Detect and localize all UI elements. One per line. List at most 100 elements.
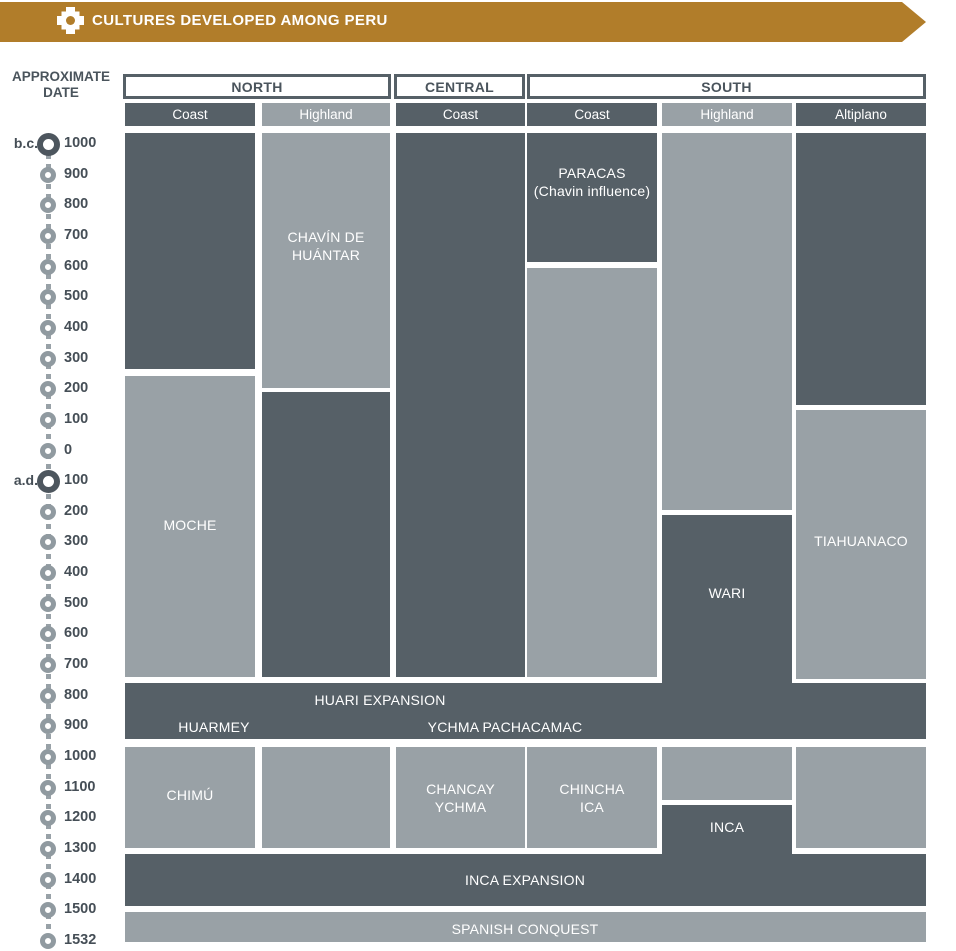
timeline-tick-100 <box>40 411 56 428</box>
date-label: 800 <box>64 196 89 213</box>
culture-label-chincha-ica: CHINCHA ICA <box>559 780 625 815</box>
era-label: b.c. <box>13 135 38 151</box>
timeline-tick-1200 <box>40 810 56 827</box>
date-label: 1100 <box>64 778 96 795</box>
date-label: 1532 <box>64 931 97 948</box>
date-label: 500 <box>64 594 89 611</box>
date-label: 300 <box>64 349 89 366</box>
band-label-huarmey: HUARMEY <box>178 718 250 735</box>
timeline-tick-bc-1000 <box>36 132 60 156</box>
culture-block-unnamed-south-highland <box>662 747 792 800</box>
culture-label-moche: MOCHE <box>163 516 217 533</box>
region-group-header-north: NORTH <box>123 74 391 99</box>
zone-header-central-coast: Coast <box>396 103 525 126</box>
culture-block-unnamed-south-coast <box>527 268 657 677</box>
culture-block-chincha-ica <box>527 747 657 848</box>
culture-label-paracas-chavin-influence: PARACAS (Chavin influence) <box>533 164 651 199</box>
culture-label-chim: CHIMÚ <box>166 786 214 803</box>
date-label: 1000 <box>64 748 97 764</box>
culture-block-wari <box>662 515 792 739</box>
culture-block-unnamed-altiplano <box>796 747 926 848</box>
timeline-tick-300 <box>40 534 56 551</box>
timeline-tick-800 <box>40 687 56 704</box>
timeline-axis-title-line2: DATE <box>43 85 79 101</box>
band-label-ychma-pachacamac: YCHMA PACHACAMAC <box>427 718 583 735</box>
culture-block-chim <box>125 747 255 848</box>
date-label: 900 <box>64 717 89 734</box>
culture-block-inca <box>662 805 792 906</box>
culture-label-chancay-ychma: CHANCAY YCHMA <box>426 780 495 815</box>
culture-label-chav-n-de-hu-ntar: CHAVÍN DE HUÁNTAR <box>287 228 365 263</box>
date-label: 500 <box>64 288 89 305</box>
page-title: CULTURES DEVELOPED AMONG PERU <box>92 11 388 29</box>
date-label: 400 <box>64 318 89 335</box>
timeline-tick-1532 <box>40 932 56 949</box>
timeline-tick-1500 <box>40 902 56 919</box>
title-banner <box>0 2 902 42</box>
culture-block-chav-n-de-hu-ntar <box>262 133 390 388</box>
date-label: 100 <box>64 472 89 489</box>
timeline-tick-600 <box>40 258 56 275</box>
timeline-tick-700 <box>40 227 56 244</box>
date-label: 1400 <box>64 870 97 887</box>
culture-block-unnamed-south-highland <box>662 133 792 510</box>
date-label: 900 <box>64 165 89 182</box>
band-label-spanish-conquest: SPANISH CONQUEST <box>451 920 599 937</box>
timeline-tick-1300 <box>40 840 56 857</box>
timeline-tick-500 <box>40 595 56 612</box>
date-label: 600 <box>64 625 89 642</box>
timeline-tick-400 <box>40 565 56 582</box>
band-label-huari-expansion: HUARI EXPANSION <box>314 691 446 708</box>
culture-block-unnamed-north-coast <box>125 133 255 369</box>
zone-header-north-highland: Highland <box>262 103 390 126</box>
culture-block-unnamed-central-coast <box>396 133 525 677</box>
date-label: 100 <box>64 410 89 427</box>
culture-block-unnamed-north-highland <box>262 392 390 677</box>
timeline-tick-200 <box>40 503 56 520</box>
culture-block-chancay-ychma <box>396 747 525 848</box>
culture-label-wari: WARI <box>708 584 746 601</box>
band-label-inca-expansion: INCA EXPANSION <box>464 871 586 888</box>
region-group-header-central: CENTRAL <box>394 74 525 99</box>
date-label: 1300 <box>64 839 97 856</box>
zone-header-altiplano: Altiplano <box>796 103 926 126</box>
date-label: 200 <box>64 380 89 397</box>
huari-expansion-band <box>125 683 926 739</box>
zone-header-north-coast: Coast <box>125 103 255 126</box>
date-label: 0 <box>64 441 73 458</box>
date-label: 1000 <box>64 135 97 151</box>
timeline-tick-900 <box>40 166 56 183</box>
timeline-tick-300 <box>40 350 56 367</box>
timeline-tick-1100 <box>40 779 56 796</box>
timeline-tick-1400 <box>40 871 56 888</box>
era-label: a.d. <box>13 472 38 489</box>
date-label: 700 <box>64 656 89 673</box>
region-group-header-south: SOUTH <box>527 74 926 99</box>
zone-header-south-coast: Coast <box>527 103 657 126</box>
timeline-tick-0 <box>40 442 56 459</box>
timeline-tick-800 <box>40 197 56 214</box>
culture-label-tiahuanaco: TIAHUANACO <box>814 532 908 549</box>
timeline-tick-ad-100 <box>36 469 60 493</box>
timeline-tick-400 <box>40 319 56 336</box>
culture-block-paracas-chavin-influence <box>527 133 657 262</box>
timeline-tick-700 <box>40 657 56 674</box>
spanish-conquest-band <box>125 912 926 942</box>
chakana-icon <box>57 7 84 34</box>
zone-header-south-highland: Highland <box>662 103 792 126</box>
date-label: 800 <box>64 686 89 703</box>
date-label: 1500 <box>64 901 97 918</box>
culture-block-unnamed-north-highland <box>262 747 390 848</box>
date-label: 400 <box>64 564 89 581</box>
culture-block-tiahuanaco <box>796 410 926 679</box>
timeline-tick-200 <box>40 381 56 398</box>
timeline-tick-1000 <box>40 749 56 765</box>
date-label: 300 <box>64 533 89 550</box>
timeline-axis-title: APPROXIMATE DATE <box>0 69 122 101</box>
timeline-axis-title-line1: APPROXIMATE <box>11 69 110 84</box>
date-label: 200 <box>64 502 89 519</box>
date-label: 1200 <box>64 809 97 826</box>
timeline-tick-900 <box>40 718 56 735</box>
timeline-tick-600 <box>40 626 56 643</box>
